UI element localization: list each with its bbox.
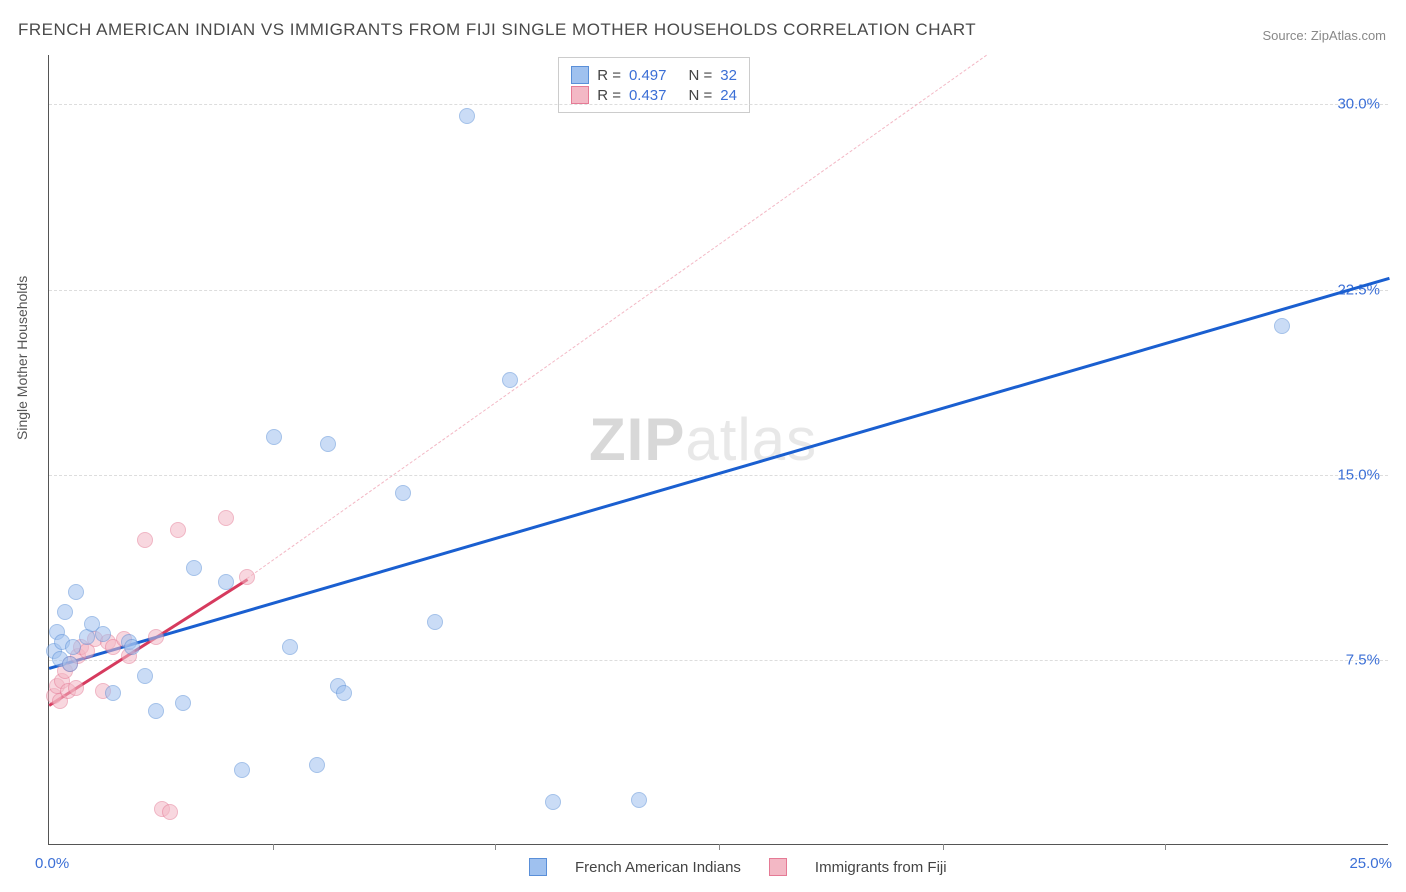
watermark-bold: ZIP	[589, 406, 685, 473]
data-point	[68, 584, 84, 600]
data-point	[137, 668, 153, 684]
data-point	[336, 685, 352, 701]
data-point	[239, 569, 255, 585]
swatch-series1	[571, 66, 589, 84]
data-point	[186, 560, 202, 576]
swatch-series1-bottom	[529, 858, 547, 876]
data-point	[234, 762, 250, 778]
legend-r-value-2: 0.437	[629, 87, 667, 104]
data-point	[427, 614, 443, 630]
trend-line	[49, 277, 1390, 669]
legend-label-series2: Immigrants from Fiji	[815, 859, 947, 876]
chart-title: FRENCH AMERICAN INDIAN VS IMMIGRANTS FRO…	[18, 20, 976, 40]
legend-n-value-1: 32	[720, 67, 737, 84]
legend-row-series1: R = 0.497 N = 32	[571, 66, 737, 84]
gridline	[49, 290, 1388, 291]
data-point	[175, 695, 191, 711]
y-tick-label: 7.5%	[1346, 651, 1380, 668]
data-point	[105, 685, 121, 701]
data-point	[309, 757, 325, 773]
data-point	[631, 792, 647, 808]
data-point	[459, 108, 475, 124]
legend-r-label: R =	[597, 87, 621, 104]
x-axis-origin-label: 0.0%	[35, 855, 69, 872]
data-point	[395, 485, 411, 501]
x-tick	[719, 844, 720, 850]
y-tick-label: 30.0%	[1337, 96, 1380, 113]
data-point	[502, 372, 518, 388]
y-tick-label: 15.0%	[1337, 466, 1380, 483]
data-point	[124, 639, 140, 655]
data-point	[266, 429, 282, 445]
legend-label-series1: French American Indians	[575, 859, 741, 876]
data-point	[282, 639, 298, 655]
watermark: ZIPatlas	[589, 405, 817, 474]
swatch-series2	[571, 86, 589, 104]
legend-r-label: R =	[597, 67, 621, 84]
legend-n-label: N =	[689, 67, 713, 84]
x-tick	[273, 844, 274, 850]
legend-n-label: N =	[689, 87, 713, 104]
gridline	[49, 475, 1388, 476]
x-tick	[1165, 844, 1166, 850]
series-legend: French American Indians Immigrants from …	[529, 858, 947, 876]
y-axis-label: Single Mother Households	[14, 276, 30, 440]
data-point	[1274, 318, 1290, 334]
data-point	[162, 804, 178, 820]
data-point	[218, 574, 234, 590]
data-point	[148, 703, 164, 719]
data-point	[65, 639, 81, 655]
data-point	[95, 626, 111, 642]
data-point	[57, 604, 73, 620]
scatter-plot-area: ZIPatlas R = 0.497 N = 32 R = 0.437 N = …	[48, 55, 1388, 845]
data-point	[62, 656, 78, 672]
data-point	[137, 532, 153, 548]
swatch-series2-bottom	[769, 858, 787, 876]
legend-r-value-1: 0.497	[629, 67, 667, 84]
data-point	[68, 680, 84, 696]
data-point	[148, 629, 164, 645]
x-tick	[943, 844, 944, 850]
gridline	[49, 660, 1388, 661]
data-point	[320, 436, 336, 452]
gridline	[49, 104, 1388, 105]
legend-row-series2: R = 0.437 N = 24	[571, 86, 737, 104]
x-axis-max-label: 25.0%	[1349, 855, 1392, 872]
legend-n-value-2: 24	[720, 87, 737, 104]
data-point	[218, 510, 234, 526]
data-point	[545, 794, 561, 810]
data-point	[170, 522, 186, 538]
source-attribution: Source: ZipAtlas.com	[1262, 28, 1386, 43]
x-tick	[495, 844, 496, 850]
